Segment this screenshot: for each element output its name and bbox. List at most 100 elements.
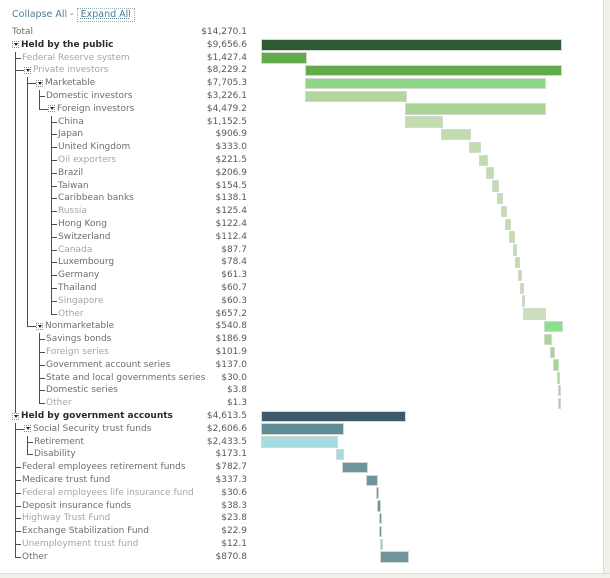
bar	[510, 232, 514, 242]
tree-row: Switzerland $112.4	[0, 230, 610, 244]
row-label: Caribbean banks	[58, 193, 134, 204]
tree-guide-line	[15, 141, 16, 154]
tree-row: Private investors $8,229.2	[0, 64, 610, 78]
tree-guide-line	[15, 448, 16, 462]
tree-connector-stub	[51, 198, 57, 200]
tree-row: Caribbean banks $138.1	[0, 192, 610, 206]
row-value: $101.9	[215, 347, 248, 357]
tree-row: Other $657.2	[0, 307, 610, 321]
tree-row: Canada $87.7	[0, 243, 610, 257]
row-value: $657.2	[215, 308, 248, 319]
tree-row: Federal Reserve system $1,427.4	[0, 51, 610, 65]
tree-connector-stub	[15, 57, 21, 59]
tree-guide-line	[15, 282, 16, 295]
tree-row: Domestic investors $3,226.1	[0, 90, 610, 103]
expand-toggle-icon[interactable]	[36, 79, 43, 87]
tree-guide-line	[15, 256, 16, 270]
tree-guide-line	[27, 269, 28, 282]
tree-guide-line	[27, 243, 28, 257]
row-label[interactable]: Held by government accounts	[21, 411, 173, 421]
tree-row: Total $14,270.1	[0, 26, 610, 39]
bar	[378, 501, 380, 511]
bar	[553, 360, 558, 370]
expand-toggle-icon[interactable]	[24, 66, 31, 74]
expand-toggle-icon[interactable]	[12, 41, 19, 49]
row-label[interactable]: Social Security trust funds	[33, 423, 152, 434]
row-value: $154.5	[215, 180, 248, 191]
bottom-scroll-gutter	[0, 573, 610, 578]
row-label: Singapore	[58, 295, 104, 306]
tree-row: China $1,152.5	[0, 115, 610, 129]
tree-guide-line	[27, 141, 28, 154]
row-value: $870.8	[215, 551, 248, 562]
row-label: State and local governments series	[46, 372, 206, 383]
tree-guide-line	[15, 128, 16, 142]
bar	[516, 257, 519, 268]
tree-guide-line	[15, 115, 16, 129]
tree-connector-stub	[27, 441, 33, 443]
bar	[381, 552, 409, 562]
tree-row: Other $1.3	[0, 397, 610, 410]
tree-connector-stub	[39, 339, 45, 341]
row-value: $186.9	[215, 334, 248, 345]
tree-guide-line	[27, 154, 28, 167]
expand-toggle-icon[interactable]	[36, 322, 43, 330]
row-label[interactable]: Private investors	[33, 65, 109, 76]
row-value: $3,226.1	[206, 91, 247, 101]
tree-row: Oil exporters $221.5	[0, 154, 610, 167]
tree-guide-line	[27, 166, 28, 180]
bar	[493, 181, 499, 191]
bar	[262, 437, 338, 447]
tree-connector-stub	[15, 492, 21, 494]
row-label: Savings bonds	[46, 334, 112, 345]
expand-toggle-icon[interactable]	[12, 412, 19, 420]
tree-connector-stub	[27, 454, 33, 456]
expand-toggle-icon[interactable]	[48, 105, 55, 113]
tree-row: United Kingdom $333.0	[0, 141, 610, 154]
tree-guide-line	[15, 230, 16, 244]
tree-row: Taiwan $154.5	[0, 179, 610, 193]
row-value: $138.1	[215, 193, 248, 204]
bar	[380, 526, 382, 537]
tree-connector-stub	[51, 224, 57, 225]
tree-connector-stub	[15, 70, 24, 72]
tree-row: Japan $906.9	[0, 128, 610, 142]
row-value: $4,613.5	[206, 411, 247, 421]
row-value: $30.0	[221, 372, 247, 383]
row-label[interactable]: Foreign investors	[57, 103, 135, 114]
row-label[interactable]: Held by the public	[21, 39, 114, 50]
row-label: Total	[12, 27, 34, 37]
links-separator: -	[70, 9, 74, 20]
row-label: Exchange Stabilization Fund	[22, 526, 149, 537]
tree-guide-line	[27, 90, 28, 103]
row-value: $112.4	[215, 231, 248, 242]
tree-connector-stub	[39, 377, 45, 379]
bar	[558, 385, 560, 396]
row-label: Highway Trust Fund	[22, 513, 111, 524]
row-value: $540.8	[215, 321, 248, 332]
tree-row: Luxembourg $78.4	[0, 256, 610, 270]
row-value: $8,229.2	[206, 65, 247, 76]
row-label[interactable]: Nonmarketable	[45, 321, 115, 332]
bar	[559, 398, 560, 409]
row-label: Hong Kong	[58, 219, 107, 229]
tree-connector-line	[15, 550, 16, 558]
collapse-all-link[interactable]: Collapse All	[12, 9, 68, 20]
row-label: Other	[46, 398, 72, 409]
tree-guide-line	[15, 166, 16, 180]
tree-guide-line	[15, 192, 16, 206]
row-value: $137.0	[215, 359, 248, 370]
tree-connector-stub	[51, 185, 57, 187]
row-value: $206.9	[215, 167, 248, 178]
tree-guide-line	[15, 307, 16, 321]
row-label[interactable]: Marketable	[45, 78, 96, 89]
tree-guide-line	[15, 358, 16, 372]
row-value: $782.7	[215, 462, 248, 473]
tree-connector-stub	[51, 249, 57, 251]
row-value: $221.5	[215, 155, 248, 165]
expand-all-link[interactable]: Expand All	[76, 8, 135, 22]
expand-toggle-icon[interactable]	[24, 425, 31, 433]
bar	[498, 193, 503, 204]
tree-guide-line	[27, 256, 28, 270]
tree-connector-stub	[15, 556, 21, 558]
